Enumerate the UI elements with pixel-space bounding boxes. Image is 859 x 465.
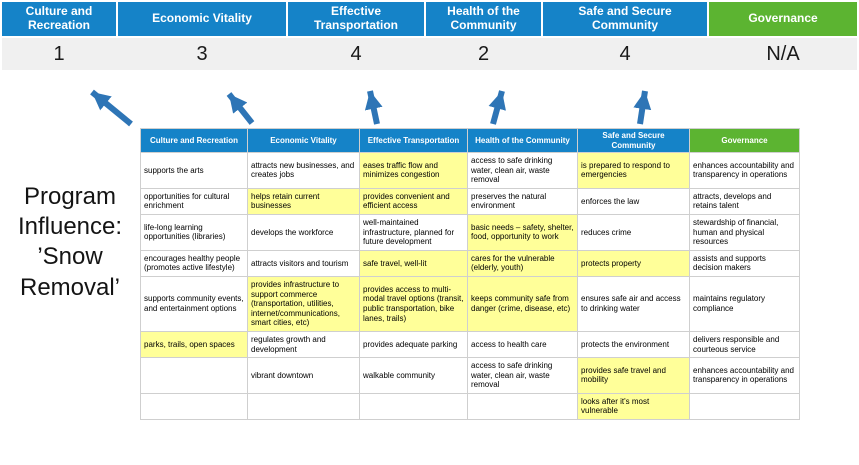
table-row: opportunities for cultural enrichment he… — [140, 187, 800, 215]
matrix-cell — [247, 392, 360, 421]
matrix-cell: keeps community safe from danger (crime,… — [467, 275, 578, 332]
score-economic-vitality: 3 — [196, 42, 208, 65]
matrix-cell: provides adequate parking — [359, 330, 468, 359]
table-row: parks, trails, open spaces regulates gro… — [140, 330, 800, 359]
matrix-cell: provides convenient and efficient access — [359, 187, 468, 215]
pillar-header-governance: Governance — [709, 2, 857, 36]
matrix-cell: provides safe travel and mobility — [577, 357, 690, 394]
table-row: life-long learning opportunities (librar… — [140, 213, 800, 251]
score-health-of-the-community: 2 — [477, 42, 490, 65]
matrix-cell: life-long learning opportunities (librar… — [140, 213, 248, 251]
matrix-cell — [467, 392, 578, 421]
score-safe-and-secure-community: 4 — [619, 42, 631, 65]
arrow-safe-and-secure-community — [633, 90, 652, 125]
matrix-header-culture-and-recreation: Culture and Recreation — [140, 128, 248, 153]
table-row: vibrant downtown walkable community acce… — [140, 357, 800, 394]
matrix-cell: enhances accountability and transparency… — [689, 152, 800, 189]
matrix-cell: is prepared to respond to emergencies — [577, 152, 690, 189]
pillar-header-safe-and-secure-community: Safe and Secure Community — [543, 2, 707, 36]
matrix-cell: protects the environment — [577, 330, 690, 359]
matrix-cell: parks, trails, open spaces — [140, 330, 248, 359]
arrow-economic-vitality — [226, 92, 255, 125]
pillar-header-culture-and-recreation: Culture and Recreation — [2, 2, 116, 36]
matrix-cell: looks after it's most vulnerable — [577, 392, 690, 421]
matrix-cell: provides infrastructure to support comme… — [247, 275, 360, 332]
matrix-cell: opportunities for cultural enrichment — [140, 187, 248, 215]
matrix-cell — [359, 392, 468, 421]
matrix-cell: cares for the vulnerable (elderly, youth… — [467, 249, 578, 277]
slide-title: Program Influence: ’Snow Removal’ — [17, 183, 123, 301]
matrix-cell: maintains regulatory compliance — [689, 275, 800, 332]
matrix-cell: vibrant downtown — [247, 357, 360, 394]
matrix-cell: regulates growth and development — [247, 330, 360, 359]
pillar-header-effective-transportation: Effective Transportation — [288, 2, 424, 36]
matrix-cell: stewardship of financial, human and phys… — [689, 213, 800, 251]
matrix-cell: attracts new businesses, and creates job… — [247, 152, 360, 189]
matrix-cell — [140, 357, 248, 394]
score-culture-and-recreation: 1 — [53, 42, 65, 65]
score-governance: N/A — [766, 42, 800, 65]
matrix-cell: supports the arts — [140, 152, 248, 189]
matrix-cell: enforces the law — [577, 187, 690, 215]
pillar-header-economic-vitality: Economic Vitality — [118, 2, 286, 36]
matrix-cell: eases traffic flow and minimizes congest… — [359, 152, 468, 189]
matrix-header-safe-and-secure-community: Safe and Secure Community — [577, 128, 690, 153]
matrix-cell: enhances accountability and transparency… — [689, 357, 800, 394]
matrix-header-governance: Governance — [689, 128, 800, 153]
matrix-cell: attracts visitors and tourism — [247, 249, 360, 277]
arrow-health-of-the-community — [488, 90, 506, 125]
matrix-header-economic-vitality: Economic Vitality — [247, 128, 360, 153]
matrix-cell: well-maintained infrastructure, planned … — [359, 213, 468, 251]
matrix-cell: develops the workforce — [247, 213, 360, 251]
matrix-cell: delivers responsible and courteous servi… — [689, 330, 800, 359]
matrix-cell: attracts, develops and retains talent — [689, 187, 800, 215]
matrix-cell: helps retain current businesses — [247, 187, 360, 215]
matrix-cell: protects property — [577, 249, 690, 277]
arrow-effective-transportation — [364, 90, 383, 125]
matrix-cell: safe travel, well-lit — [359, 249, 468, 277]
score-effective-transportation: 4 — [350, 42, 362, 65]
matrix-cell: access to safe drinking water, clean air… — [467, 357, 578, 394]
matrix-cell: assists and supports decision makers — [689, 249, 800, 277]
table-row: supports the arts attracts new businesse… — [140, 152, 800, 189]
matrix-cell: encourages healthy people (promotes acti… — [140, 249, 248, 277]
matrix-cell — [140, 392, 248, 421]
matrix-header-health-of-the-community: Health of the Community — [467, 128, 578, 153]
table-row: looks after it's most vulnerable — [140, 392, 800, 421]
matrix-header-row: Culture and Recreation Economic Vitality… — [140, 128, 800, 153]
matrix-cell: supports community events, and entertain… — [140, 275, 248, 332]
arrow-culture-and-recreation — [90, 89, 133, 127]
matrix-header-effective-transportation: Effective Transportation — [359, 128, 468, 153]
table-row: encourages healthy people (promotes acti… — [140, 249, 800, 277]
matrix-cell: ensures safe air and access to drinking … — [577, 275, 690, 332]
matrix-cell: reduces crime — [577, 213, 690, 251]
pillar-header-health-of-the-community: Health of the Community — [426, 2, 541, 36]
score-band — [2, 38, 857, 70]
table-row: supports community events, and entertain… — [140, 275, 800, 332]
matrix-cell: provides access to multi-modal travel op… — [359, 275, 468, 332]
matrix-cell: access to safe drinking water, clean air… — [467, 152, 578, 189]
influence-matrix: Culture and Recreation Economic Vitality… — [140, 128, 800, 421]
matrix-cell: walkable community — [359, 357, 468, 394]
matrix-cell: access to health care — [467, 330, 578, 359]
matrix-cell — [689, 392, 800, 421]
matrix-cell: basic needs – safety, shelter, food, opp… — [467, 213, 578, 251]
matrix-cell: preserves the natural environment — [467, 187, 578, 215]
